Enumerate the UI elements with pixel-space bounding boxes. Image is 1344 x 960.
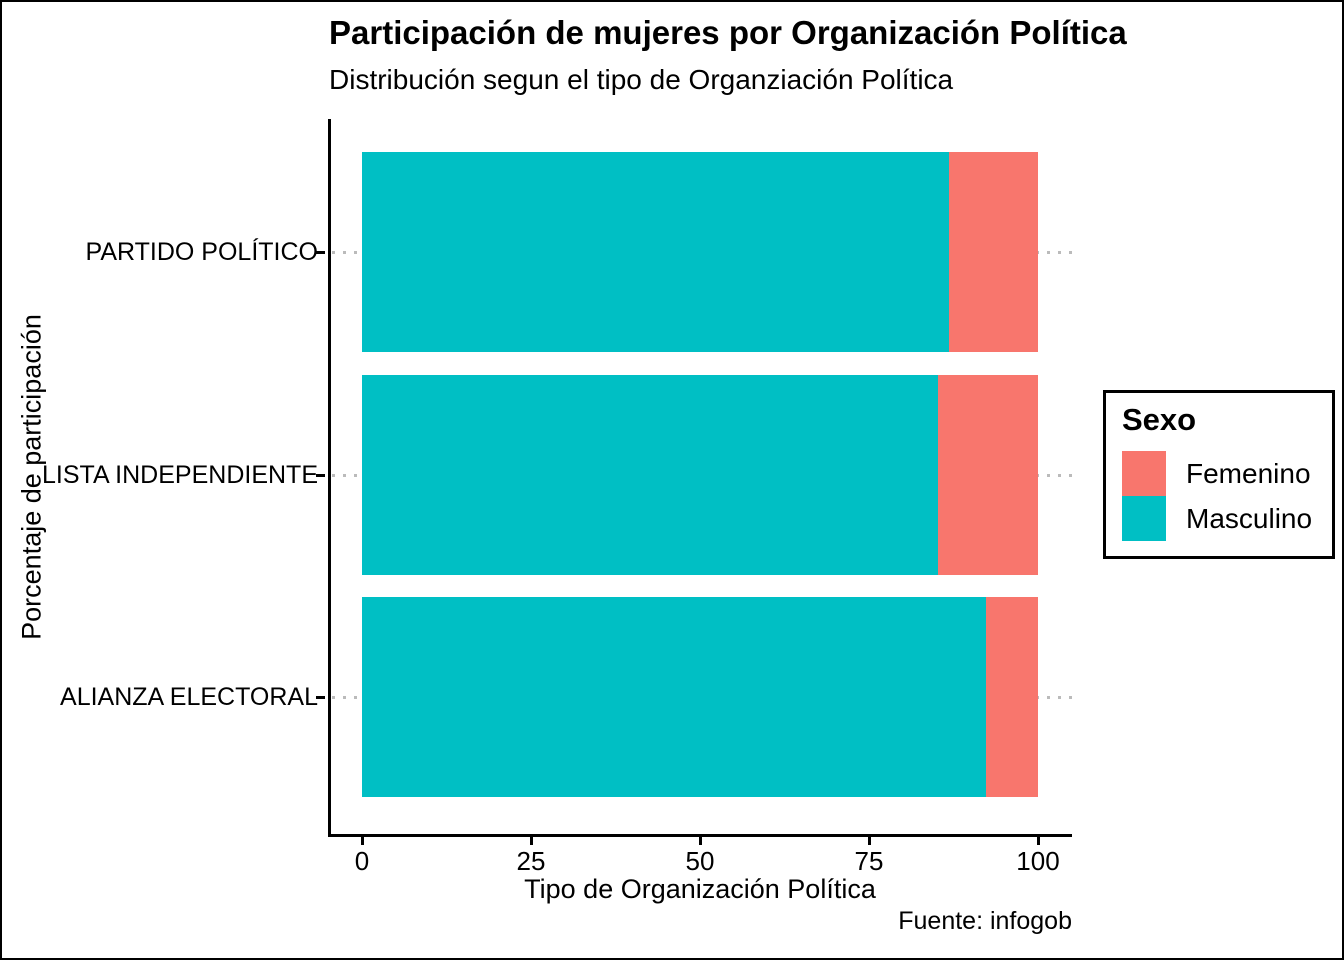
bar-segment-femenino bbox=[937, 375, 1038, 575]
legend-label: Masculino bbox=[1186, 502, 1313, 534]
category-label: PARTIDO POLÍTICO bbox=[85, 238, 318, 266]
legend: Sexo Femenino Masculino bbox=[1103, 390, 1335, 559]
category-label: LISTA INDEPENDIENTE bbox=[42, 461, 318, 489]
legend-title: Sexo bbox=[1122, 402, 1197, 437]
plot-panel: 0 25 50 75 100 bbox=[316, 119, 1072, 876]
y-axis-tick bbox=[316, 696, 325, 699]
x-axis-tick-label: 100 bbox=[1016, 846, 1060, 876]
bar-partido-pol-tico bbox=[362, 152, 1038, 352]
x-axis-tick bbox=[361, 837, 364, 845]
legend-entry-masculino: Masculino bbox=[1122, 496, 1312, 541]
x-axis-tick-label: 0 bbox=[354, 846, 370, 876]
legend-entry-femenino: Femenino bbox=[1122, 451, 1312, 496]
y-axis-line bbox=[328, 119, 331, 837]
legend-label: Femenino bbox=[1186, 457, 1311, 489]
bar-segment-masculino bbox=[362, 597, 986, 797]
x-axis-tick-label: 25 bbox=[516, 846, 546, 876]
legend-entries: Femenino Masculino bbox=[1122, 451, 1312, 541]
bar-lista-independiente bbox=[362, 375, 1038, 575]
bar-segment-femenino bbox=[985, 597, 1038, 797]
x-axis-tick bbox=[868, 837, 871, 845]
x-axis-tick bbox=[1037, 837, 1040, 845]
bar-segment-masculino bbox=[362, 152, 949, 352]
legend-swatch-femenino bbox=[1122, 451, 1166, 496]
x-axis-tick bbox=[530, 837, 533, 845]
chart-title: Participación de mujeres por Organizació… bbox=[329, 14, 1127, 51]
chart-caption: Fuente: infogob bbox=[898, 907, 1072, 935]
y-axis-tick bbox=[316, 251, 325, 254]
x-axis-line bbox=[328, 834, 1072, 837]
x-axis-tick-label: 50 bbox=[685, 846, 715, 876]
x-axis-tick-label: 75 bbox=[854, 846, 884, 876]
category-label: ALIANZA ELECTORAL bbox=[60, 683, 318, 711]
bar-alianza-electoral bbox=[362, 597, 1038, 797]
bar-segment-femenino bbox=[948, 152, 1038, 352]
chart-subtitle: Distribución segun el tipo de Organziaci… bbox=[329, 64, 954, 95]
y-axis-tick bbox=[316, 474, 325, 477]
x-axis-tick bbox=[699, 837, 702, 845]
bar-segment-masculino bbox=[362, 375, 938, 575]
x-axis-title: Tipo de Organización Política bbox=[524, 874, 876, 904]
legend-swatch-masculino bbox=[1122, 496, 1166, 541]
